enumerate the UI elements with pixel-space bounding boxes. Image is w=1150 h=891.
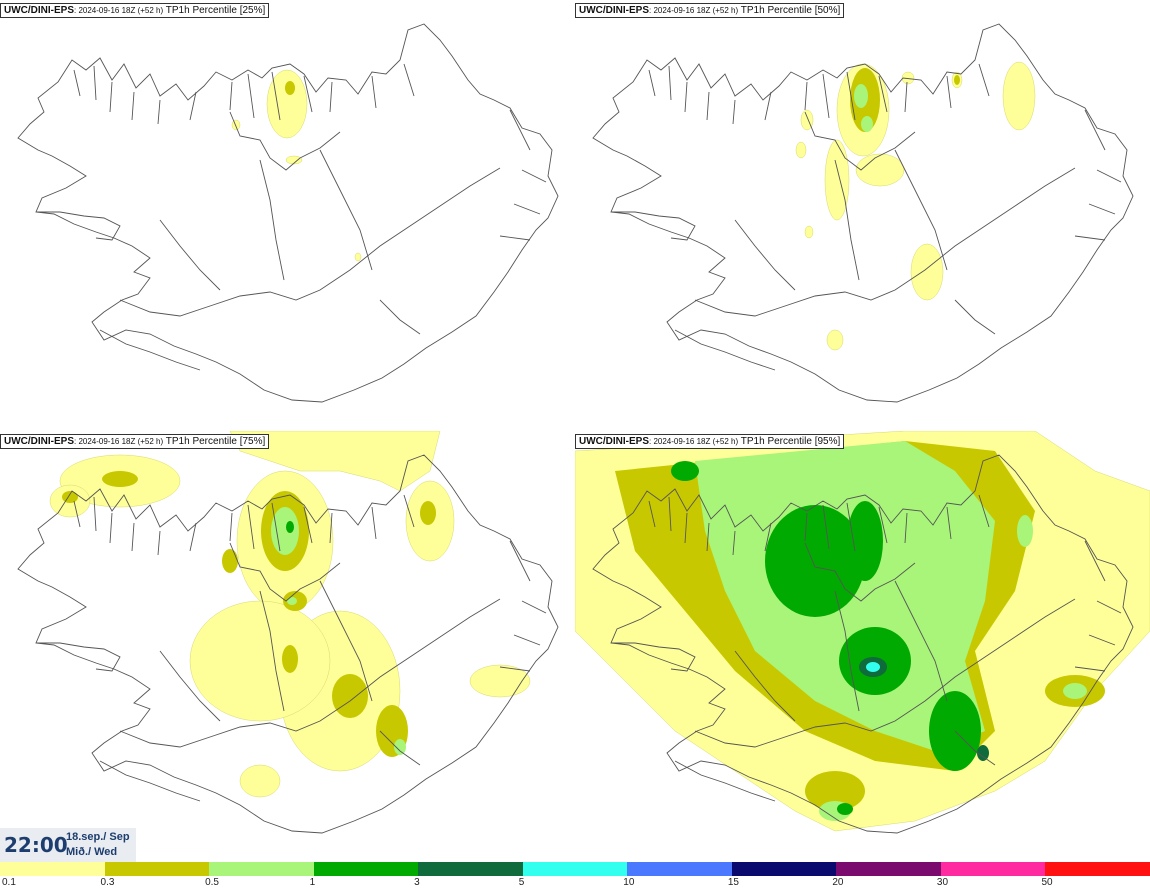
legend-swatch — [209, 862, 314, 876]
legend-label: 1 — [309, 877, 316, 888]
panel-title: UWC/DINI-EPS: 2024-09-16 18Z (+52 h) TP1… — [0, 434, 270, 449]
panel-title: UWC/DINI-EPS: 2024-09-16 18Z (+52 h) TP1… — [575, 434, 845, 449]
legend-swatch — [940, 862, 1046, 876]
legend-swatch — [104, 862, 210, 876]
precip-map — [17, 431, 559, 834]
valid-day: Mið./ Wed — [66, 846, 118, 858]
legend-label: 0.5 — [205, 877, 219, 888]
map-panel-95: UWC/DINI-EPS: 2024-09-16 18Z (+52 h) TP1… — [575, 431, 1150, 862]
legend-label: 10 — [623, 877, 635, 888]
legend-swatch — [313, 862, 419, 876]
legend-bar — [0, 862, 1150, 876]
legend-label: 50 — [1041, 877, 1053, 888]
map-panel-25: UWC/DINI-EPS: 2024-09-16 18Z (+52 h) TP1… — [0, 0, 575, 431]
legend-swatch — [0, 862, 105, 876]
valid-time-clock: 22:00 — [4, 833, 68, 857]
color-legend: 0.1 0.3 0.5 1 3 5 10 15 20 30 50 — [0, 862, 1150, 891]
precip-field — [795, 61, 1036, 351]
legend-label: 0.3 — [100, 877, 115, 888]
legend-label: 15 — [727, 877, 739, 888]
valid-time-box: 22:00 18.sep./ Sep Mið./ Wed — [0, 828, 136, 862]
panel-title: UWC/DINI-EPS: 2024-09-16 18Z (+52 h) TP1… — [575, 3, 845, 18]
precip-field — [231, 69, 362, 262]
map-panel-75: UWC/DINI-EPS: 2024-09-16 18Z (+52 h) TP1… — [0, 431, 575, 862]
legend-swatch — [731, 862, 837, 876]
legend-label: 3 — [414, 877, 420, 888]
legend-swatch — [836, 862, 941, 876]
valid-date: 18.sep./ Sep — [66, 831, 130, 843]
precip-field — [49, 431, 531, 798]
legend-swatch — [627, 862, 732, 876]
legend-label: 20 — [832, 877, 844, 888]
legend-swatch — [1045, 862, 1150, 876]
legend-label: 30 — [936, 877, 949, 888]
legend-swatch — [418, 862, 523, 876]
panel-title: UWC/DINI-EPS: 2024-09-16 18Z (+52 h) TP1… — [0, 3, 270, 18]
precip-map — [17, 23, 559, 403]
legend-swatch — [522, 862, 628, 876]
legend-label: 0.1 — [2, 877, 16, 888]
legend-label: 5 — [518, 877, 525, 888]
precip-map — [592, 23, 1134, 403]
precip-map — [575, 431, 1150, 834]
map-panel-50: UWC/DINI-EPS: 2024-09-16 18Z (+52 h) TP1… — [575, 0, 1150, 431]
